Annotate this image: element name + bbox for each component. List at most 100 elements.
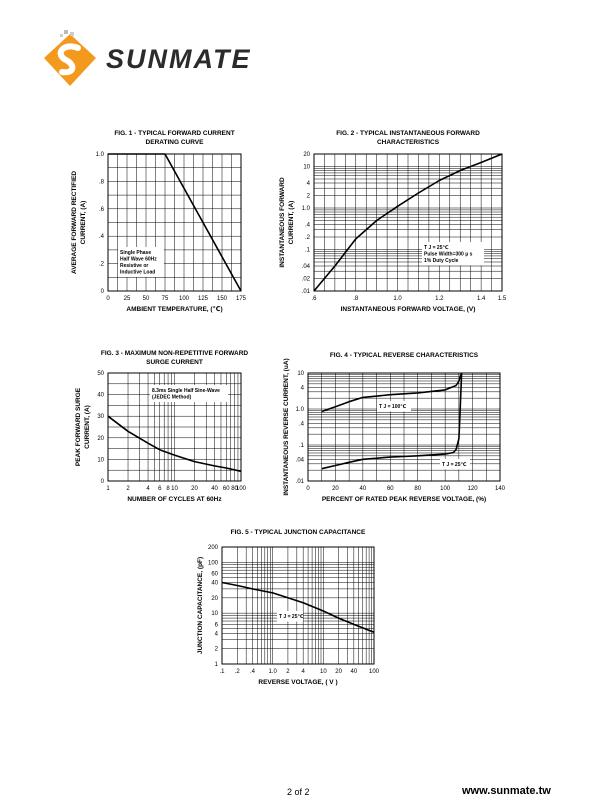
fig3-x-tick-label: 10: [171, 486, 178, 492]
fig5-title: FIG. 5 - TYPICAL JUNCTION CAPACITANCE: [231, 529, 366, 536]
fig4-x-tick-label: 80: [414, 486, 421, 492]
fig3-y-axis-label: CURRENT, (A): [84, 405, 91, 449]
fig2-y-tick-label: .1: [305, 247, 311, 253]
fig2-y-tick-label: .04: [302, 264, 311, 270]
fig4-y-tick-label: .04: [296, 457, 305, 463]
fig1-y-tick-label: .6: [99, 207, 105, 213]
fig5-y-tick-label: 100: [208, 560, 219, 566]
fig5-x-tick-label: 20: [335, 669, 342, 675]
fig3-x-tick-label: 4: [146, 486, 150, 492]
fig1-y-tick-label: .2: [99, 262, 105, 268]
fig5-y-tick-label: 40: [211, 581, 218, 587]
fig2-annotation: Pulse Width=300 μ s: [424, 252, 473, 258]
fig4-y-tick-label: 1.0: [296, 407, 305, 413]
fig4-series-line-0: [321, 372, 463, 413]
fig1-title: DERATING CURVE: [146, 139, 205, 146]
fig1-x-tick-label: 150: [217, 296, 228, 302]
fig1-y-tick-label: 1.0: [96, 152, 105, 158]
fig5-y-tick-label: 60: [211, 572, 218, 578]
fig1-y-tick-label: 0: [101, 289, 105, 295]
fig3-y-tick-label: 30: [97, 414, 104, 420]
fig4-x-axis-label: PERCENT OF RATED PEAK REVERSE VOLTAGE, (…: [322, 496, 486, 503]
fig4-y-tick-label: .01: [296, 479, 305, 485]
fig1-plot-frame: [107, 153, 242, 292]
chart-fig5: FIG. 5 - TYPICAL JUNCTION CAPACITANCE .1.…: [197, 529, 380, 686]
fig2-y-axis-label: INSTANTANEOUS FORWARD: [279, 177, 286, 268]
fig4-plot-frame: [307, 372, 501, 482]
fig4-series-label-100c: T J = 100℃: [379, 404, 406, 410]
fig4-x-tick-label: 60: [387, 486, 394, 492]
fig5-plot-frame: [221, 546, 375, 665]
fig5-x-tick-label: .4: [250, 669, 256, 675]
fig2-y-axis-label: CURRENT, (A): [288, 201, 295, 245]
fig2-annotation: 1% Duty Cycle: [424, 258, 459, 264]
fig1-annotation: Single Phase: [120, 250, 151, 256]
fig2-x-tick-label: 1.0: [393, 296, 402, 302]
fig2-annotation-bg: [422, 242, 484, 266]
fig3-x-tick-label: 8: [166, 486, 170, 492]
fig5-y-tick-label: 2: [215, 647, 219, 653]
fig4-title: FIG. 4 - TYPICAL REVERSE CHARACTERISTICS: [330, 352, 479, 359]
fig5-y-tick-label: 20: [211, 596, 218, 602]
fig2-y-tick-label: 1.0: [302, 206, 311, 212]
fig2-x-tick-label: .6: [311, 296, 317, 302]
fig3-x-tick-label: 2: [126, 486, 130, 492]
fig3-y-tick-label: 50: [97, 371, 104, 377]
fig5-x-tick-label: 40: [350, 669, 357, 675]
fig4-x-tick-label: 20: [332, 486, 339, 492]
fig1-annotation-bg: [118, 247, 164, 277]
fig5-y-tick-label: 1: [215, 662, 219, 668]
fig3-x-tick-label: 60: [223, 486, 230, 492]
fig3-title: SURGE CURRENT: [146, 359, 203, 366]
fig4-y-tick-label: 4: [301, 385, 305, 391]
fig4-y-tick-label: .1: [299, 443, 305, 449]
fig5-y-tick-label: 10: [211, 611, 218, 617]
fig5-y-tick-label: 6: [215, 622, 219, 628]
fig3-annotation: (JEDEC Method): [152, 395, 192, 401]
fig2-y-tick-label: .4: [305, 223, 311, 229]
fig2-y-tick-label: 4: [307, 181, 311, 187]
fig1-x-tick-label: 100: [179, 296, 190, 302]
fig4-y-axis-label: INSTANTANEOUS REVERSE CURRENT, (uA): [283, 358, 290, 495]
fig3-annotation-bg: [150, 385, 228, 402]
fig3-x-axis-label: NUMBER OF CYCLES AT 60Hz: [127, 496, 222, 503]
brand-logo: SUNMATE: [40, 30, 250, 90]
fig5-x-tick-label: 1.0: [268, 669, 277, 675]
fig4-y-tick-label: .4: [299, 421, 305, 427]
fig1-y-tick-label: .8: [99, 179, 105, 185]
fig1-y-axis-label: AVERAGE FORWARD RECTIFIED: [71, 171, 78, 274]
fig1-x-tick-label: 125: [198, 296, 209, 302]
fig5-x-tick-label: 4: [301, 669, 305, 675]
page-number: 2 of 2: [287, 787, 310, 797]
fig2-y-tick-label: 20: [303, 152, 310, 158]
fig1-annotation: Inductive Load: [120, 270, 155, 276]
fig1-x-tick-label: 0: [106, 296, 110, 302]
chart-fig2: FIG. 2 - TYPICAL INSTANTANEOUS FORWARD CH…: [279, 130, 507, 313]
fig3-plot-frame: [107, 372, 242, 482]
fig5-annotation: T J = 25℃: [279, 614, 304, 620]
fig4-series-label-100c-bg: [377, 401, 411, 412]
fig3-y-tick-label: 20: [97, 436, 104, 442]
fig4-x-tick-label: 140: [495, 486, 506, 492]
fig4-x-tick-label: 0: [306, 486, 310, 492]
fig2-series-line-0: [313, 153, 503, 292]
fig4-series-line-1: [321, 372, 463, 470]
fig1-annotation: Half Wave 60Hz: [120, 257, 157, 263]
fig5-x-tick-label: 10: [320, 669, 327, 675]
fig5-y-tick-label: 200: [208, 545, 219, 551]
fig2-x-axis-label: INSTANTANEOUS FORWARD VOLTAGE, (V): [341, 306, 476, 313]
fig2-annotation: T J = 25℃: [424, 245, 449, 251]
fig5-annotation-bg: [277, 611, 303, 622]
fig2-y-tick-label: .2: [305, 235, 311, 241]
fig1-x-tick-label: 50: [143, 296, 150, 302]
fig2-y-tick-label: .01: [302, 289, 311, 295]
fig5-x-tick-label: .1: [219, 669, 225, 675]
fig4-series-label-25c-bg: [440, 459, 470, 470]
chart-fig1: FIG. 1 - TYPICAL FORWARD CURRENT DERATING…: [71, 130, 247, 313]
fig2-y-tick-label: 10: [303, 164, 310, 170]
fig5-x-tick-label: .2: [235, 669, 241, 675]
fig3-y-tick-label: 0: [101, 479, 105, 485]
fig3-x-tick-label: 6: [158, 486, 162, 492]
fig5-x-tick-label: 100: [369, 669, 380, 675]
fig5-x-tick-label: 2: [286, 669, 290, 675]
